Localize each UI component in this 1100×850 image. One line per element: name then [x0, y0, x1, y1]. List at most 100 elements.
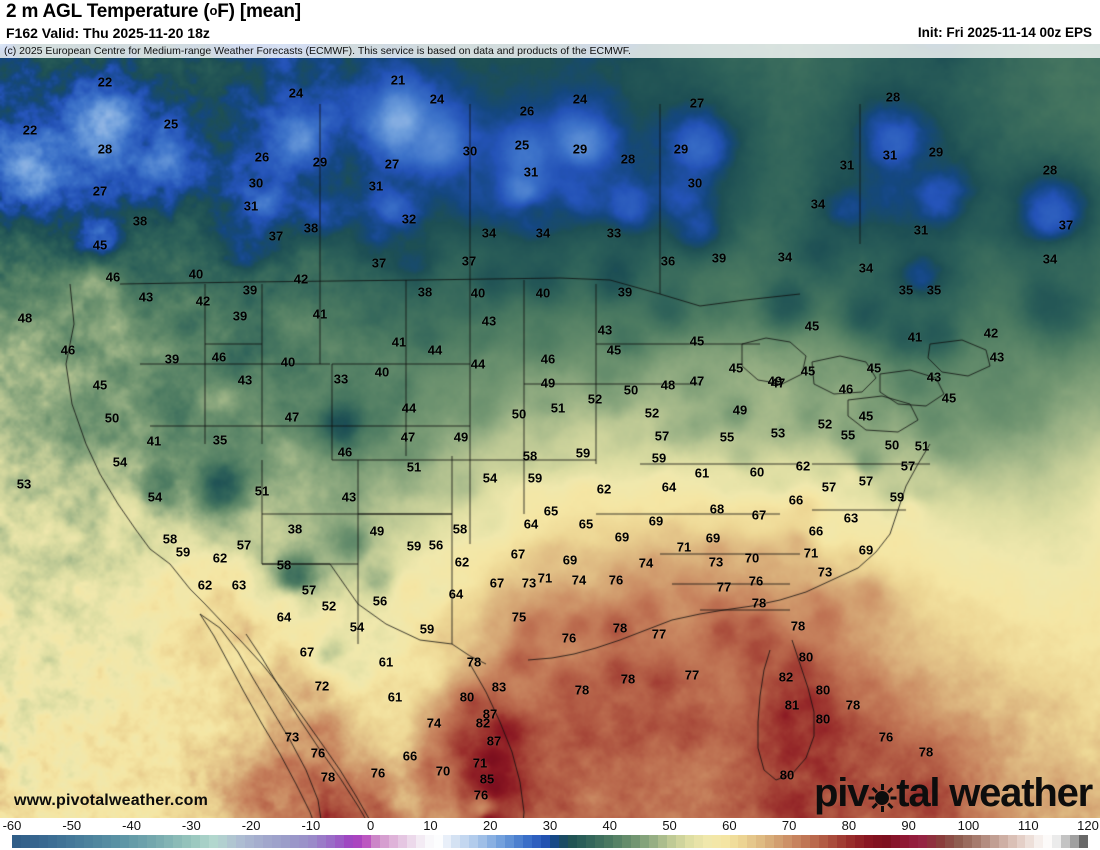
- colorbar-swatch: [738, 835, 748, 848]
- colorbar-swatch: [406, 835, 416, 848]
- colorbar-swatch: [765, 835, 775, 848]
- colorbar-swatch: [514, 835, 524, 848]
- colorbar-tick: 100: [957, 818, 980, 833]
- colorbar-swatch: [299, 835, 308, 848]
- colorbar-swatch: [846, 835, 856, 848]
- colorbar-swatch: [630, 835, 640, 848]
- colorbar-swatch: [47, 835, 57, 848]
- colorbar-tick: -50: [62, 818, 82, 833]
- colorbar-tick: 40: [602, 818, 617, 833]
- colorbar-swatch: [164, 835, 174, 848]
- colorbar-swatch: [397, 835, 407, 848]
- colorbar-swatch: [1079, 835, 1089, 848]
- colorbar-swatch: [926, 835, 936, 848]
- colorbar-swatch: [20, 835, 30, 848]
- colorbar-swatch: [469, 835, 479, 848]
- colorbar-swatch: [12, 835, 21, 848]
- sun-ray: [890, 796, 897, 799]
- degree-symbol: o: [209, 3, 218, 18]
- colorbar-swatch: [873, 835, 882, 848]
- colorbar-swatch: [415, 835, 425, 848]
- colorbar-swatch: [442, 835, 452, 848]
- colorbar-tick: -10: [301, 818, 321, 833]
- colorbar-gradient: [12, 835, 1089, 848]
- colorbar-swatch: [989, 835, 999, 848]
- map-header: 2 m AGL Temperature (oF) [mean] F162 Val…: [0, 0, 1100, 44]
- colorbar-swatch: [532, 835, 542, 848]
- colorbar-swatch: [908, 835, 918, 848]
- colorbar-swatch: [496, 835, 506, 848]
- colorbar-swatch: [155, 835, 165, 848]
- colorbar-swatch: [801, 835, 811, 848]
- colorbar-swatch: [541, 835, 551, 848]
- colorbar-swatch: [433, 835, 443, 848]
- colorbar-swatch: [254, 835, 264, 848]
- colorbar-swatch: [1052, 835, 1062, 848]
- colorbar-swatch: [227, 835, 237, 848]
- colorbar-swatch: [272, 835, 282, 848]
- colorbar[interactable]: -60 -50 -40 -30 -20 -10 0 10 20 30 40 50 60 70 80 90 100…: [0, 818, 1100, 850]
- brand-text-pre: piv: [814, 771, 869, 815]
- sun-ray: [871, 802, 878, 809]
- colorbar-swatch: [1061, 835, 1071, 848]
- colorbar-swatch: [191, 835, 201, 848]
- colorbar-swatch: [603, 835, 613, 848]
- colorbar-swatch: [855, 835, 865, 848]
- colorbar-swatch: [307, 835, 317, 848]
- colorbar-swatch: [29, 835, 39, 848]
- colorbar-swatch: [281, 835, 291, 848]
- colorbar-tick: 50: [662, 818, 677, 833]
- colorbar-swatch: [119, 835, 129, 848]
- colorbar-swatch: [263, 835, 273, 848]
- colorbar-swatch: [639, 835, 649, 848]
- colorbar-swatch: [361, 835, 371, 848]
- colorbar-swatch: [1016, 835, 1026, 848]
- colorbar-swatch: [218, 835, 228, 848]
- colorbar-swatch: [505, 835, 515, 848]
- colorbar-tick: 90: [901, 818, 916, 833]
- brand-watermark: piv tal weather: [814, 771, 1093, 816]
- colorbar-swatch: [101, 835, 111, 848]
- colorbar-tick: -20: [241, 818, 261, 833]
- sun-ray: [868, 796, 875, 799]
- colorbar-swatch: [980, 835, 990, 848]
- colorbar-swatch: [729, 835, 739, 848]
- temperature-map[interactable]: 22 21 24 24 24 26 27 28 22 25 25 29 29 29 28 28 29 26 27 30…: [0, 44, 1100, 818]
- colorbar-swatch: [774, 835, 784, 848]
- colorbar-swatch: [92, 835, 102, 848]
- colorbar-swatch: [550, 835, 560, 848]
- colorbar-swatch: [137, 835, 147, 848]
- colorbar-swatch: [612, 835, 622, 848]
- colorbar-swatch: [316, 835, 326, 848]
- colorbar-swatch: [83, 835, 93, 848]
- sun-ray: [880, 805, 884, 812]
- site-url-watermark: www.pivotalweather.com: [14, 792, 209, 809]
- colorbar-swatch: [460, 835, 470, 848]
- colorbar-swatch: [657, 835, 667, 848]
- colorbar-swatch: [586, 835, 595, 848]
- colorbar-swatch: [182, 835, 192, 848]
- colorbar-swatch: [245, 835, 255, 848]
- colorbar-tick: -30: [181, 818, 201, 833]
- colorbar-tick: 20: [482, 818, 498, 833]
- colorbar-swatch: [648, 835, 658, 848]
- colorbar-swatch: [944, 835, 954, 848]
- colorbar-swatch: [675, 835, 685, 848]
- colorbar-swatch: [487, 835, 497, 848]
- colorbar-swatch: [451, 835, 461, 848]
- colorbar-swatch: [200, 835, 210, 848]
- colorbar-swatch: [890, 835, 900, 848]
- colorbar-swatch: [325, 835, 335, 848]
- colorbar-swatch: [128, 835, 138, 848]
- colorbar-tick: -40: [122, 818, 141, 833]
- colorbar-tick: 80: [841, 818, 857, 833]
- colorbar-swatch: [792, 835, 802, 848]
- colorbar-tick: 120: [1077, 818, 1099, 833]
- colorbar-tick: 30: [542, 818, 558, 833]
- colorbar-swatch: [917, 835, 927, 848]
- colorbar-tick: 10: [423, 818, 438, 833]
- colorbar-swatch: [666, 835, 676, 848]
- colorbar-swatch: [684, 835, 694, 848]
- colorbar-tick: 0: [367, 818, 375, 833]
